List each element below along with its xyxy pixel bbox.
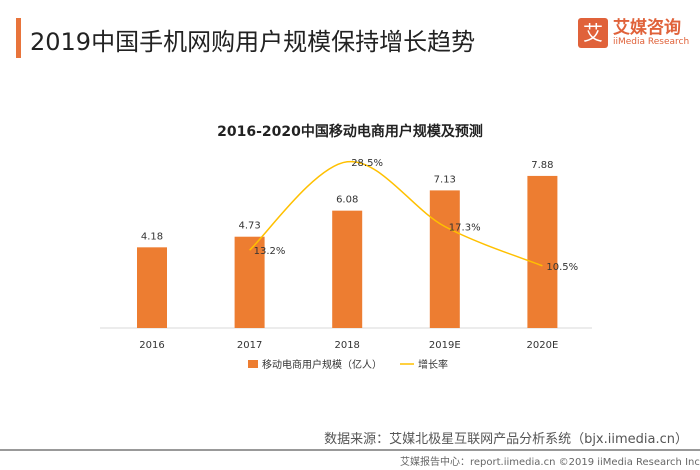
logo-en: iiMedia Research bbox=[613, 37, 690, 47]
legend-line-label: 增长率 bbox=[418, 358, 448, 371]
bar bbox=[332, 210, 363, 328]
copyright: 艾媒报告中心：report.iimedia.cn ©2019 iiMedia R… bbox=[400, 457, 700, 468]
logo-mark: 艾 bbox=[578, 18, 608, 48]
bar bbox=[137, 247, 167, 328]
bar-label: 4.18 bbox=[141, 231, 163, 242]
growth-line bbox=[249, 161, 543, 267]
x-tick-label: 2020E bbox=[527, 340, 559, 351]
line-label: 13.2% bbox=[254, 246, 286, 257]
bar bbox=[234, 236, 265, 328]
source-note: 数据来源：艾媒北极星互联网产品分析系统（bjx.iimedia.cn） bbox=[324, 432, 688, 447]
x-tick-label: 2017 bbox=[237, 340, 262, 351]
bar bbox=[429, 190, 460, 328]
bar-label: 7.88 bbox=[531, 160, 553, 171]
bar-label: 4.73 bbox=[238, 221, 260, 232]
x-tick-label: 2019E bbox=[429, 340, 461, 351]
logo: 艾 艾媒咨询 iiMedia Research bbox=[578, 18, 689, 48]
chart: 2016-2020中国移动电商用户规模及预测 4.18 2016 4.73 2017 6… bbox=[100, 123, 592, 371]
legend-bar-label: 移动电商用户规模（亿人） bbox=[262, 358, 382, 371]
logo-cn: 艾媒咨询 bbox=[613, 18, 681, 38]
bar-label: 6.08 bbox=[336, 195, 358, 206]
line-label: 28.5% bbox=[351, 158, 383, 169]
page-title: 2019中国手机网购用户规模保持增长趋势 bbox=[30, 28, 476, 56]
bar-label: 7.13 bbox=[434, 174, 456, 185]
bar bbox=[527, 175, 558, 328]
x-tick-label: 2018 bbox=[334, 340, 359, 351]
footer-divider bbox=[0, 449, 700, 451]
chart-title: 2016-2020中国移动电商用户规模及预测 bbox=[217, 123, 483, 140]
line-label: 10.5% bbox=[546, 262, 578, 273]
legend-bar-swatch bbox=[248, 360, 258, 368]
line-label: 17.3% bbox=[449, 223, 481, 234]
x-tick-label: 2016 bbox=[139, 340, 164, 351]
title-accent-bar bbox=[16, 18, 21, 58]
